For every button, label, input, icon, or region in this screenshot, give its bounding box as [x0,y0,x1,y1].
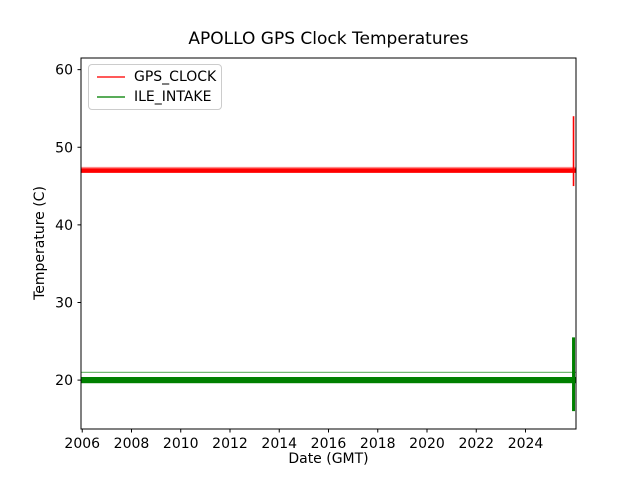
y-tick-label: 40 [55,218,73,234]
x-tick-label: 2018 [360,436,396,452]
axes-spines [80,57,577,430]
gps-clock-line-swatch [97,76,125,78]
y-axis-label: Temperature (C) [32,186,48,300]
x-tick-label: 2006 [64,436,100,452]
y-tick-label: 60 [55,63,73,79]
legend-label-gps-clock: GPS_CLOCK [134,69,217,85]
x-tick-label: 2020 [409,436,445,452]
y-tick-label: 50 [55,140,73,156]
ile-intake-line-swatch [97,96,125,98]
legend-entry-gps-clock: GPS_CLOCK [89,67,221,87]
x-tick-label: 2012 [212,436,248,452]
ile-intake-line [81,376,576,384]
legend-label-ile-intake: ILE_INTAKE [134,89,212,105]
x-tick-label: 2010 [163,436,199,452]
x-tick-label: 2014 [261,436,297,452]
chart-title: APOLLO GPS Clock Temperatures [188,29,469,49]
x-tick-label: 2016 [311,436,347,452]
y-tick-label: 30 [55,295,73,311]
legend: GPS_CLOCK ILE_INTAKE [88,64,222,110]
x-axis-label: Date (GMT) [288,451,369,467]
legend-entry-ile-intake: ILE_INTAKE [89,87,221,107]
x-tick-label: 2024 [508,436,544,452]
x-tick-label: 2022 [458,436,494,452]
gps-clock-line [81,168,576,173]
y-tick-label: 20 [55,373,73,389]
x-tick-label: 2008 [114,436,150,452]
